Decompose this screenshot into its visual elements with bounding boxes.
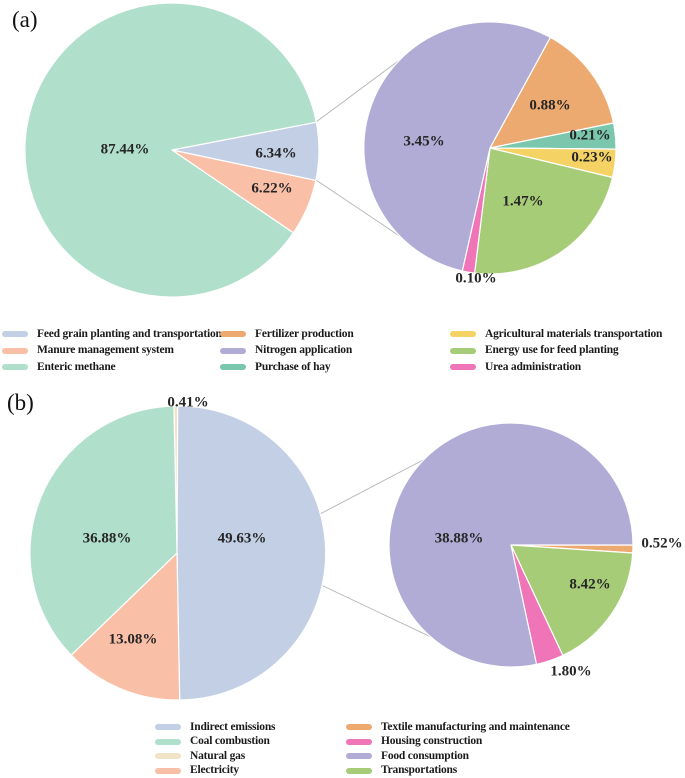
a-main-pie-pct-manure-management-system: 6.22%	[251, 180, 292, 196]
legend-swatch-urea-administration	[450, 364, 476, 371]
legend-item-food-consumption: Food consumption	[346, 749, 570, 764]
panel-a-connector-1	[315, 179, 402, 238]
legend-label-housing-construction: Housing construction	[381, 735, 483, 747]
a-main-pie-pct-feed-grain-planting-and-transportation: 6.34%	[255, 145, 296, 161]
legend-a-column-2: Fertilizer production Nitrogen applicatio…	[220, 326, 354, 376]
legend-item-urea-administration: Urea administration	[450, 359, 662, 376]
a-detail-pie-pct-nitrogen-application: 3.45%	[403, 133, 444, 149]
a-detail-pie-pct-urea-administration: 0.10%	[455, 270, 496, 286]
b-main-pie-pct-coal-combustion: 36.88%	[83, 530, 132, 546]
legend-swatch-housing-construction	[346, 738, 372, 745]
b-detail-pie-pct-housing-construction: 1.80%	[550, 663, 591, 679]
a-main-pie-slice-enteric-methane	[24, 2, 317, 298]
a-detail-pie-pct-energy-use-for-feed-planting: 1.47%	[502, 193, 543, 209]
legend-swatch-textile-manufacturing-and-maintenance	[346, 724, 372, 731]
panel-b-connector-1	[318, 583, 432, 638]
legend-label-feed-grain-planting-and-transportation: Feed grain planting and transportation	[37, 327, 222, 340]
legend-swatch-nitrogen-application	[220, 347, 246, 354]
legend-item-housing-construction: Housing construction	[346, 735, 570, 750]
b-detail-pie-slice-food-consumption	[388, 422, 634, 668]
legend-swatch-transportations	[346, 767, 372, 774]
legend-a-column-1: Feed grain planting and transportation Ma…	[2, 326, 222, 376]
legend-swatch-fertilizer-production	[220, 331, 246, 338]
legend-label-urea-administration: Urea administration	[485, 360, 581, 373]
panel-a-connector-0	[315, 58, 402, 123]
legend-label-food-consumption: Food consumption	[381, 749, 469, 762]
legend-item-agricultural-materials-transportation: Agricultural materials transportation	[450, 326, 662, 343]
a-detail-pie-pct-purchase-of-hay: 0.21%	[569, 127, 610, 143]
a-detail-pie-slice-nitrogen-application	[363, 21, 551, 272]
legend-b-column-2: Textile manufacturing and maintenance Hou…	[346, 720, 570, 778]
legend-swatch-indirect-emissions	[155, 724, 181, 731]
legend-item-manure-management-system: Manure management system	[2, 343, 222, 360]
legend-item-enteric-methane: Enteric methane	[2, 359, 222, 376]
legend-item-indirect-emissions: Indirect emissions	[155, 720, 276, 735]
legend-swatch-manure-management-system	[2, 347, 28, 354]
b-detail-pie-pct-food-consumption: 38.88%	[435, 530, 484, 546]
b-main-pie-pct-natural-gas: 0.41%	[167, 394, 208, 410]
legend-swatch-natural-gas	[155, 753, 181, 760]
legend-item-transportations: Transportations	[346, 764, 570, 778]
legend-item-feed-grain-planting-and-transportation: Feed grain planting and transportation	[2, 326, 222, 343]
a-detail-pie-pct-fertilizer-production: 0.88%	[529, 97, 570, 113]
legend-label-manure-management-system: Manure management system	[37, 344, 174, 356]
legend-label-nitrogen-application: Nitrogen application	[255, 344, 353, 356]
legend-swatch-energy-use-for-feed-planting	[450, 347, 476, 354]
legend-label-coal-combustion: Coal combustion	[190, 735, 270, 747]
legend-item-fertilizer-production: Fertilizer production	[220, 326, 354, 343]
legend-item-coal-combustion: Coal combustion	[155, 735, 275, 750]
legend-swatch-purchase-of-hay	[220, 364, 246, 371]
legend-label-purchase-of-hay: Purchase of hay	[255, 360, 331, 373]
a-detail-pie-slice-fertilizer-production	[489, 36, 615, 149]
legend-b-column-1: Indirect emissions Coal combustion Natural…	[155, 720, 276, 778]
b-detail-pie-slice-transportations	[510, 544, 634, 656]
a-detail-pie-pct-agricultural-materials-transportation: 0.23%	[571, 149, 612, 165]
panel-b-connector-0	[319, 458, 426, 515]
legend-swatch-feed-grain-planting-and-transportation	[2, 331, 28, 338]
legend-swatch-coal-combustion	[155, 738, 181, 745]
legend-swatch-enteric-methane	[2, 364, 28, 371]
legend-item-purchase-of-hay: Purchase of hay	[220, 359, 354, 376]
panel-b-label: (b)	[7, 390, 34, 415]
panel-a-label: (a)	[12, 7, 38, 32]
legend-swatch-electricity	[155, 767, 181, 774]
legend-item-nitrogen-application: Nitrogen application	[220, 343, 354, 360]
legend-label-electricity: Electricity	[190, 764, 239, 776]
legend-label-transportations: Transportations	[381, 764, 458, 776]
b-main-pie-slice-indirect-emissions	[176, 405, 327, 701]
legend-label-natural-gas: Natural gas	[190, 749, 245, 762]
legend-item-electricity: Electricity	[155, 764, 275, 778]
legend-label-energy-use-for-feed-planting: Energy use for feed planting	[485, 344, 619, 356]
legend-item-natural-gas: Natural gas	[155, 749, 275, 764]
legend-label-agricultural-materials-transportation: Agricultural materials transportation	[485, 327, 663, 340]
legend-label-enteric-methane: Enteric methane	[37, 360, 116, 373]
a-main-pie-pct-enteric-methane: 87.44%	[101, 141, 150, 157]
b-main-pie-slice-electricity	[70, 552, 181, 701]
b-detail-pie-pct-transportations: 8.42%	[569, 576, 610, 592]
b-main-pie-pct-electricity: 13.08%	[109, 631, 158, 647]
legend-swatch-agricultural-materials-transportation	[450, 331, 476, 338]
legend-label-fertilizer-production: Fertilizer production	[255, 327, 354, 340]
legend-label-indirect-emissions: Indirect emissions	[190, 720, 276, 733]
legend-swatch-food-consumption	[346, 753, 372, 760]
a-detail-pie-slice-energy-use-for-feed-planting	[474, 147, 614, 275]
b-detail-pie-pct-textile-manufacturing-and-maintenance: 0.52%	[641, 535, 682, 551]
legend-label-textile-manufacturing-and-maintenance: Textile manufacturing and maintenance	[381, 720, 570, 733]
legend-a-column-3: Agricultural materials transportation Ene…	[450, 326, 662, 376]
b-main-pie-slice-coal-combustion	[29, 405, 178, 656]
legend-item-energy-use-for-feed-planting: Energy use for feed planting	[450, 343, 662, 360]
legend-item-textile-manufacturing-and-maintenance: Textile manufacturing and maintenance	[346, 720, 570, 735]
b-main-pie-pct-indirect-emissions: 49.63%	[218, 530, 267, 546]
